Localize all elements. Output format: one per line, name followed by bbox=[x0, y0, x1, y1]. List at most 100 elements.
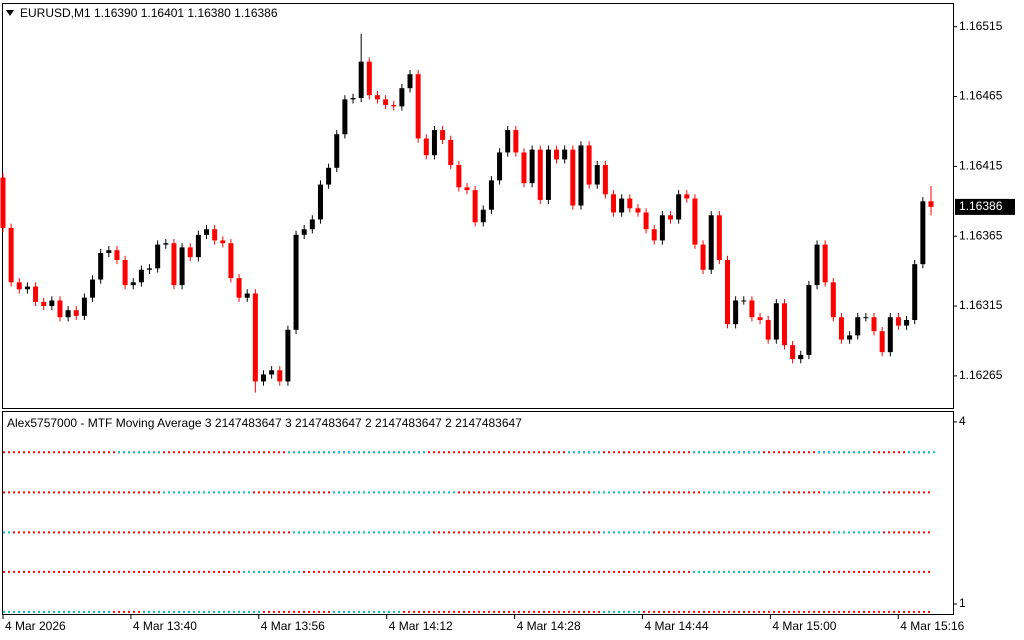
candle-body bbox=[895, 317, 901, 326]
candle-body bbox=[98, 252, 104, 280]
candle-body bbox=[765, 320, 771, 340]
candle-body bbox=[554, 149, 560, 160]
candle-body bbox=[692, 198, 698, 245]
candle-body bbox=[830, 282, 836, 318]
candle-body bbox=[350, 97, 356, 100]
candle-body bbox=[293, 234, 299, 330]
candle-body bbox=[179, 247, 185, 286]
candle-body bbox=[317, 184, 323, 220]
candle-body bbox=[147, 268, 153, 270]
candle-body bbox=[212, 229, 218, 241]
candle-body bbox=[684, 194, 690, 199]
x-tick-label: 4 Mar 14:28 bbox=[517, 619, 581, 633]
candle-body bbox=[749, 300, 755, 318]
candle-body bbox=[155, 244, 161, 269]
candle-body bbox=[163, 243, 169, 245]
price-tag bbox=[955, 198, 1015, 215]
candle-body bbox=[497, 152, 503, 181]
candle-body bbox=[806, 285, 812, 355]
candle-body bbox=[415, 74, 421, 139]
candle-body bbox=[668, 215, 674, 220]
collapse-icon[interactable] bbox=[6, 10, 14, 16]
candle-body bbox=[472, 190, 478, 223]
candle-body bbox=[81, 297, 87, 316]
x-tick-label: 4 Mar 15:00 bbox=[772, 619, 836, 633]
candle-body bbox=[171, 243, 177, 286]
candle-body bbox=[228, 243, 234, 279]
y-tick-label: 1.16315 bbox=[959, 298, 1003, 312]
candle-body bbox=[431, 130, 437, 156]
candle-body bbox=[505, 130, 511, 153]
candle-body bbox=[24, 286, 30, 290]
candle-body bbox=[521, 152, 527, 184]
candle-body bbox=[537, 149, 543, 200]
x-tick-label: 4 Mar 13:56 bbox=[261, 619, 325, 633]
candle-body bbox=[407, 74, 413, 89]
y-tick-label: 1.16365 bbox=[959, 228, 1003, 242]
candle-body bbox=[529, 149, 535, 184]
candle-body bbox=[708, 215, 714, 270]
indicator-title: Alex5757000 - MTF Moving Average 3 21474… bbox=[7, 416, 522, 430]
candle-body bbox=[106, 250, 112, 253]
candle-body bbox=[602, 165, 608, 195]
candle-body bbox=[391, 104, 397, 107]
candle-body bbox=[570, 149, 576, 206]
candle-body bbox=[277, 370, 283, 382]
candle-body bbox=[635, 208, 641, 213]
candle-body bbox=[16, 282, 22, 290]
y-tick-label: 1.16465 bbox=[959, 89, 1003, 103]
candle-body bbox=[309, 219, 315, 230]
candle-body bbox=[871, 317, 877, 332]
candle-body bbox=[627, 198, 633, 209]
candle-body bbox=[700, 244, 706, 270]
candle-body bbox=[269, 370, 275, 375]
candle-body bbox=[122, 259, 128, 286]
candle-body bbox=[513, 130, 519, 153]
indicator-panel bbox=[2, 411, 954, 615]
candle-body bbox=[928, 201, 934, 207]
candle-body bbox=[440, 130, 446, 140]
candle-body bbox=[358, 61, 364, 98]
candle-body bbox=[448, 139, 454, 165]
candle-body bbox=[847, 335, 853, 340]
candle-body bbox=[724, 259, 730, 325]
candle-body bbox=[480, 209, 486, 223]
candle-body bbox=[220, 240, 226, 244]
candle-body bbox=[716, 215, 722, 260]
candle-body bbox=[578, 145, 584, 206]
y-tick-label: 1.16265 bbox=[959, 368, 1003, 382]
candle-body bbox=[285, 329, 291, 382]
candle-body bbox=[383, 99, 389, 105]
price-panel bbox=[2, 3, 954, 409]
candle-body bbox=[204, 229, 210, 235]
candle-body bbox=[488, 180, 494, 210]
candle-body bbox=[586, 145, 592, 185]
candle-body bbox=[366, 61, 372, 96]
candle-body bbox=[659, 215, 665, 241]
candle-body bbox=[651, 229, 657, 241]
candle-body bbox=[326, 167, 332, 185]
candle-body bbox=[342, 99, 348, 135]
candle-body bbox=[195, 234, 201, 258]
candle-body bbox=[130, 282, 136, 286]
candle-body bbox=[676, 194, 682, 220]
candle-body bbox=[863, 317, 869, 319]
candle-body bbox=[879, 331, 885, 353]
x-tick-label: 4 Mar 14:44 bbox=[645, 619, 709, 633]
candle-body bbox=[33, 286, 39, 302]
candle-body bbox=[790, 345, 796, 360]
candle-body bbox=[798, 354, 804, 360]
candle-body bbox=[773, 303, 779, 340]
candle-body bbox=[8, 227, 14, 283]
y-tick-label: 1.16415 bbox=[959, 159, 1003, 173]
candle-body bbox=[334, 134, 340, 168]
candle-body bbox=[822, 244, 828, 283]
candle-body bbox=[73, 310, 79, 316]
candle-body bbox=[114, 250, 120, 260]
candle-body bbox=[252, 293, 258, 382]
candle-body bbox=[562, 149, 568, 160]
candle-body bbox=[57, 300, 63, 318]
candle-body bbox=[236, 278, 242, 298]
candle-body bbox=[41, 301, 47, 307]
